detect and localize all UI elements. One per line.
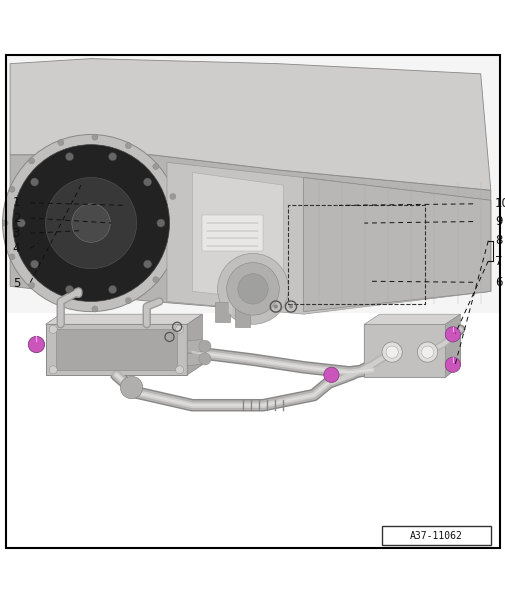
Polygon shape (364, 314, 460, 324)
Circle shape (2, 220, 8, 226)
Circle shape (288, 305, 292, 309)
Circle shape (226, 262, 279, 315)
Circle shape (9, 254, 15, 260)
Polygon shape (364, 324, 460, 377)
Text: 4: 4 (13, 242, 20, 255)
Bar (6, 55, 499, 317)
Polygon shape (187, 314, 202, 375)
Circle shape (143, 260, 152, 268)
Polygon shape (303, 177, 490, 312)
Circle shape (29, 158, 35, 164)
Circle shape (13, 145, 169, 302)
Circle shape (109, 285, 117, 294)
Circle shape (92, 306, 98, 312)
Text: 5: 5 (13, 277, 20, 290)
Circle shape (273, 305, 277, 309)
Bar (381, 526, 490, 545)
Circle shape (58, 139, 64, 145)
Polygon shape (215, 302, 230, 322)
Circle shape (125, 297, 131, 303)
Circle shape (385, 346, 397, 358)
Text: 1: 1 (13, 197, 20, 209)
Circle shape (381, 342, 401, 362)
Text: 10: 10 (494, 197, 505, 210)
Circle shape (109, 153, 117, 161)
Polygon shape (56, 329, 177, 370)
Text: A37-11062: A37-11062 (409, 531, 462, 541)
Circle shape (217, 253, 288, 324)
Bar (202, 215, 263, 251)
Circle shape (125, 142, 131, 148)
Circle shape (153, 277, 159, 283)
Circle shape (92, 134, 98, 140)
Text: 6: 6 (494, 276, 501, 289)
Circle shape (153, 163, 159, 169)
Circle shape (237, 274, 268, 304)
Polygon shape (187, 352, 202, 366)
Polygon shape (192, 172, 283, 302)
Polygon shape (45, 324, 187, 375)
Circle shape (444, 327, 460, 342)
Circle shape (417, 342, 437, 362)
Text: 2: 2 (13, 212, 20, 224)
Circle shape (49, 325, 57, 333)
Circle shape (157, 219, 165, 227)
Circle shape (175, 325, 183, 333)
Circle shape (65, 153, 73, 161)
Circle shape (444, 357, 460, 372)
Circle shape (198, 353, 211, 365)
Circle shape (323, 367, 338, 382)
Text: 7: 7 (494, 254, 501, 268)
Circle shape (9, 186, 15, 192)
Circle shape (3, 134, 179, 312)
Circle shape (28, 336, 44, 353)
Polygon shape (235, 306, 250, 327)
Circle shape (17, 219, 25, 227)
Polygon shape (45, 314, 202, 324)
Circle shape (29, 282, 35, 288)
Circle shape (198, 340, 211, 352)
Circle shape (421, 346, 433, 358)
Polygon shape (10, 155, 490, 312)
Circle shape (49, 366, 57, 374)
Polygon shape (167, 162, 490, 314)
Circle shape (58, 300, 64, 307)
Text: 9: 9 (494, 215, 501, 228)
Circle shape (170, 194, 176, 200)
Text: 3: 3 (13, 227, 20, 239)
Polygon shape (10, 58, 490, 190)
Bar (288, 206, 424, 304)
Circle shape (45, 177, 136, 268)
Polygon shape (444, 314, 460, 377)
Text: 8: 8 (494, 235, 501, 247)
Circle shape (65, 285, 73, 294)
Circle shape (30, 260, 38, 268)
Circle shape (72, 204, 110, 242)
Bar (6, 313, 499, 548)
Polygon shape (187, 339, 202, 353)
Circle shape (143, 178, 152, 186)
Circle shape (120, 376, 142, 399)
Circle shape (30, 178, 38, 186)
Circle shape (175, 366, 183, 374)
